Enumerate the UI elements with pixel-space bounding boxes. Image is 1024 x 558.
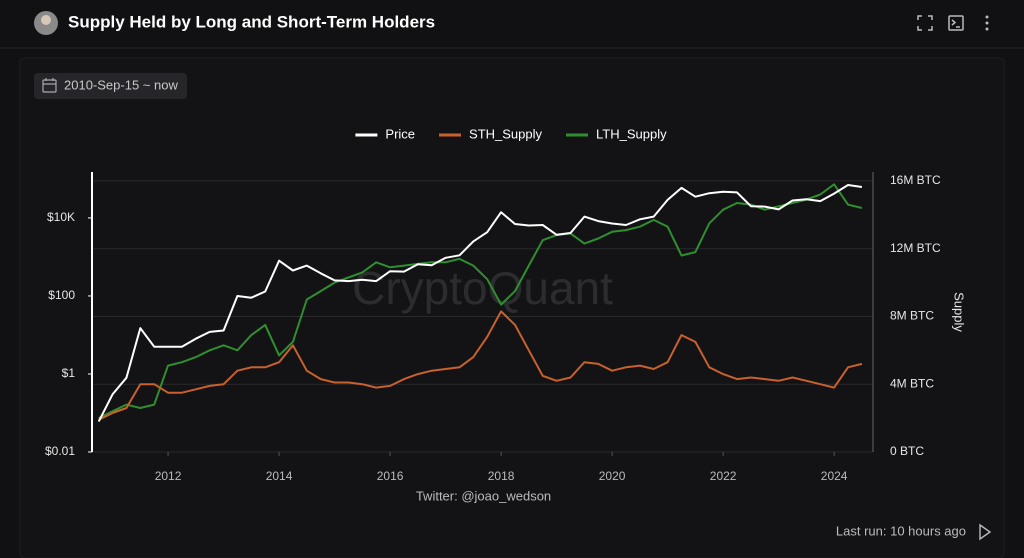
x-tick-label: 2022	[710, 469, 737, 483]
y2-tick-label: 8M BTC	[890, 309, 934, 323]
y2-tick-label: 16M BTC	[890, 173, 941, 187]
legend-label: LTH_Supply	[596, 126, 667, 141]
console-icon[interactable]	[948, 15, 964, 31]
x-tick-label: 2014	[266, 469, 293, 483]
watermark: CryptoQuant	[352, 262, 613, 314]
more-icon[interactable]	[985, 15, 989, 31]
avatar-face	[41, 15, 51, 25]
run-button[interactable]	[979, 523, 992, 541]
date-chip[interactable]	[34, 73, 187, 99]
x-tick-label: 2024	[821, 469, 848, 483]
x-tick-label: 2012	[155, 469, 182, 483]
legend-label: Price	[385, 126, 415, 141]
last-run: Last run: 10 hours ago	[836, 523, 966, 538]
y2-axis-label: Supply	[952, 292, 967, 332]
y-tick-label: $10K	[47, 210, 75, 224]
series-line	[98, 310, 863, 421]
title: Supply Held by Long and Short-Term Holde…	[68, 12, 435, 31]
y2-tick-label: 12M BTC	[890, 241, 941, 255]
source-credit: Twitter: @joao_wedson	[416, 488, 551, 503]
y2-tick-label: 0 BTC	[890, 444, 924, 458]
legend-label: STH_Supply	[469, 126, 542, 141]
y-tick-label: $100	[48, 288, 75, 302]
y-tick-label: $0.01	[45, 444, 75, 458]
x-tick-label: 2016	[377, 469, 404, 483]
card	[19, 57, 1005, 558]
legend: Price STH_Supply LTH_Supply	[355, 126, 667, 141]
date-range: 2010-Sep-15 ~ now	[64, 77, 178, 92]
series-line	[97, 184, 863, 423]
series-line	[98, 183, 863, 419]
fullscreen-icon[interactable]	[917, 15, 933, 31]
y-tick-label: $1	[62, 366, 76, 380]
x-tick-label: 2020	[599, 469, 626, 483]
calendar-icon	[42, 78, 57, 93]
y2-tick-label: 4M BTC	[890, 376, 934, 390]
x-tick-label: 2018	[488, 469, 515, 483]
